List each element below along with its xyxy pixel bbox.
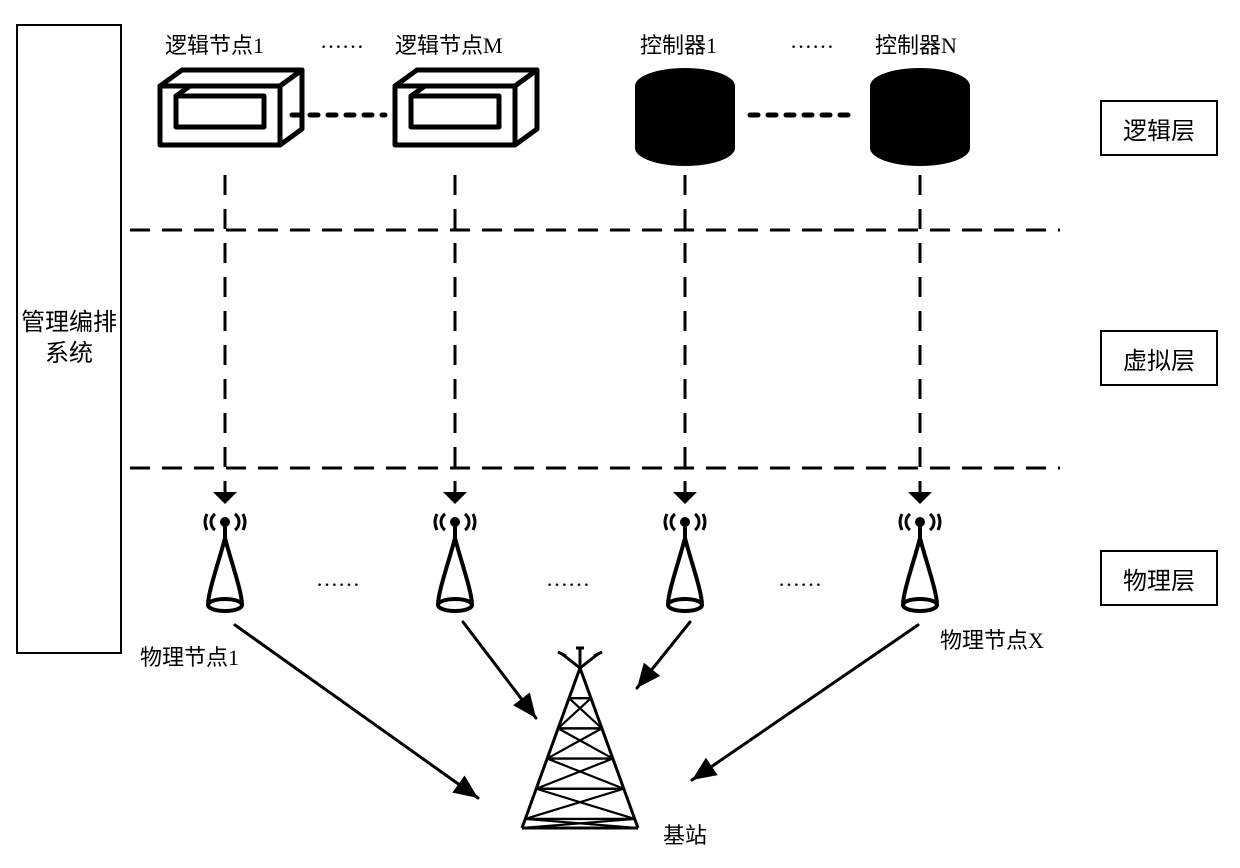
layer-label-virtual: 虚拟层 (1100, 330, 1218, 386)
label-logic-node-1: 逻辑节点1 (165, 28, 264, 60)
label-phys-ellipsis-2: …… (546, 566, 590, 592)
label-phys-ellipsis-1: …… (316, 566, 360, 592)
label-logic-ellipsis: …… (320, 28, 364, 54)
sidebar-management-orchestration: 管理编排 系统 (16, 24, 122, 654)
label-physical-node-1: 物理节点1 (140, 640, 239, 672)
label-physical-node-x: 物理节点X (940, 623, 1044, 655)
label-phys-ellipsis-3: …… (778, 566, 822, 592)
label-logic-node-m: 逻辑节点M (395, 28, 503, 60)
diagram-stage: 管理编排 系统 逻辑层 虚拟层 物理层 逻辑节点1 …… 逻辑节点M 控制器1 … (0, 0, 1240, 868)
layer-label-logical: 逻辑层 (1100, 100, 1218, 156)
sidebar-label: 管理编排 系统 (21, 308, 117, 370)
label-controller-1: 控制器1 (640, 28, 717, 60)
label-controller-n: 控制器N (875, 28, 957, 60)
layer-label-physical: 物理层 (1100, 550, 1218, 606)
diagram-svg (0, 0, 1240, 868)
label-base-station: 基站 (663, 818, 707, 850)
label-ctrl-ellipsis: …… (790, 28, 834, 54)
